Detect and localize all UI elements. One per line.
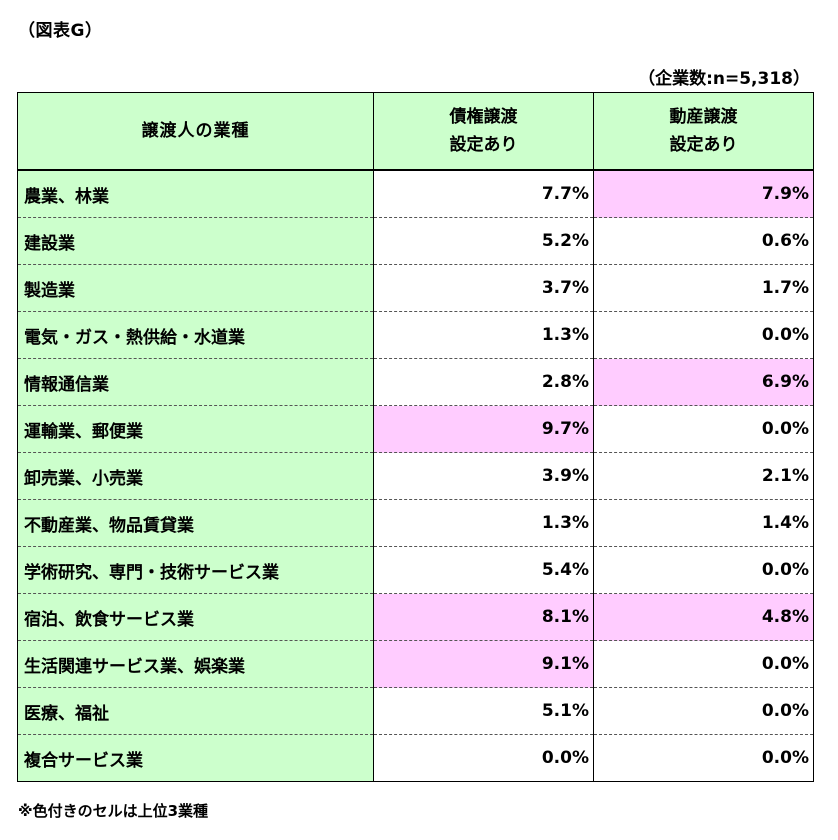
industry-cell: 複合サービス業 (17, 734, 374, 782)
industry-cell: 建設業 (17, 217, 374, 265)
movables-cell: 0.0% (593, 734, 814, 782)
movables-cell: 0.6% (593, 217, 814, 265)
table-body: 農業、林業 7.7% 7.9% 建設業 5.2% 0.6% 製造業 3.7% 1.7% 電気・ガス… (17, 170, 814, 782)
claims-cell: 3.9% (373, 452, 594, 500)
header-claims: 債権譲渡 設定あり (373, 92, 594, 171)
claims-cell: 7.7% (373, 170, 594, 218)
industry-cell: 電気・ガス・熱供給・水道業 (17, 311, 374, 359)
claims-cell: 9.7% (373, 405, 594, 453)
header-row: 譲渡人の業種 債権譲渡 設定あり 動産譲渡 設定あり (17, 92, 814, 171)
header-claims-line2: 設定あり (449, 135, 518, 155)
claims-cell: 1.3% (373, 499, 594, 547)
header-movables-line2: 設定あり (669, 135, 738, 155)
movables-cell: 6.9% (593, 358, 814, 406)
claims-cell: 5.1% (373, 687, 594, 735)
header-movables: 動産譲渡 設定あり (593, 92, 814, 171)
table-row: 卸売業、小売業 3.9% 2.1% (17, 452, 814, 500)
industry-cell: 不動産業、物品賃貸業 (17, 499, 374, 547)
sample-size-note: （企業数:n=5,318） (638, 69, 810, 89)
industry-cell: 情報通信業 (17, 358, 374, 406)
table-row: 生活関連サービス業、娯楽業 9.1% 0.0% (17, 640, 814, 688)
claims-cell: 8.1% (373, 593, 594, 641)
industry-cell: 運輸業、郵便業 (17, 405, 374, 453)
industry-cell: 農業、林業 (17, 170, 374, 218)
claims-cell: 0.0% (373, 734, 594, 782)
claims-cell: 3.7% (373, 264, 594, 312)
movables-cell: 0.0% (593, 405, 814, 453)
movables-cell: 1.4% (593, 499, 814, 547)
header-industry: 譲渡人の業種 (17, 92, 374, 171)
industry-cell: 学術研究、専門・技術サービス業 (17, 546, 374, 594)
movables-cell: 1.7% (593, 264, 814, 312)
table-row: 複合サービス業 0.0% 0.0% (17, 734, 814, 782)
claims-cell: 2.8% (373, 358, 594, 406)
movables-cell: 0.0% (593, 311, 814, 359)
table-row: 宿泊、飲食サービス業 8.1% 4.8% (17, 593, 814, 641)
movables-cell: 0.0% (593, 687, 814, 735)
table-row: 学術研究、専門・技術サービス業 5.4% 0.0% (17, 546, 814, 594)
footnote: ※色付きのセルは上位3業種 (18, 802, 209, 820)
figure-label: （図表G） (18, 21, 103, 41)
claims-cell: 1.3% (373, 311, 594, 359)
movables-cell: 4.8% (593, 593, 814, 641)
movables-cell: 0.0% (593, 640, 814, 688)
header-movables-line1: 動産譲渡 (669, 107, 738, 127)
movables-cell: 0.0% (593, 546, 814, 594)
table-row: 製造業 3.7% 1.7% (17, 264, 814, 312)
table-row: 農業、林業 7.7% 7.9% (17, 170, 814, 218)
table-row: 運輸業、郵便業 9.7% 0.0% (17, 405, 814, 453)
header-claims-line1: 債権譲渡 (449, 107, 518, 127)
industry-table: 譲渡人の業種 債権譲渡 設定あり 動産譲渡 設定あり 農業、林業 7.7% 7.9%… (17, 92, 814, 782)
claims-cell: 5.4% (373, 546, 594, 594)
table-row: 不動産業、物品賃貸業 1.3% 1.4% (17, 499, 814, 547)
table-row: 医療、福祉 5.1% 0.0% (17, 687, 814, 735)
industry-cell: 生活関連サービス業、娯楽業 (17, 640, 374, 688)
movables-cell: 7.9% (593, 170, 814, 218)
industry-cell: 製造業 (17, 264, 374, 312)
claims-cell: 5.2% (373, 217, 594, 265)
industry-cell: 卸売業、小売業 (17, 452, 374, 500)
movables-cell: 2.1% (593, 452, 814, 500)
industry-cell: 医療、福祉 (17, 687, 374, 735)
industry-cell: 宿泊、飲食サービス業 (17, 593, 374, 641)
table-row: 建設業 5.2% 0.6% (17, 217, 814, 265)
claims-cell: 9.1% (373, 640, 594, 688)
table-row: 情報通信業 2.8% 6.9% (17, 358, 814, 406)
table-row: 電気・ガス・熱供給・水道業 1.3% 0.0% (17, 311, 814, 359)
